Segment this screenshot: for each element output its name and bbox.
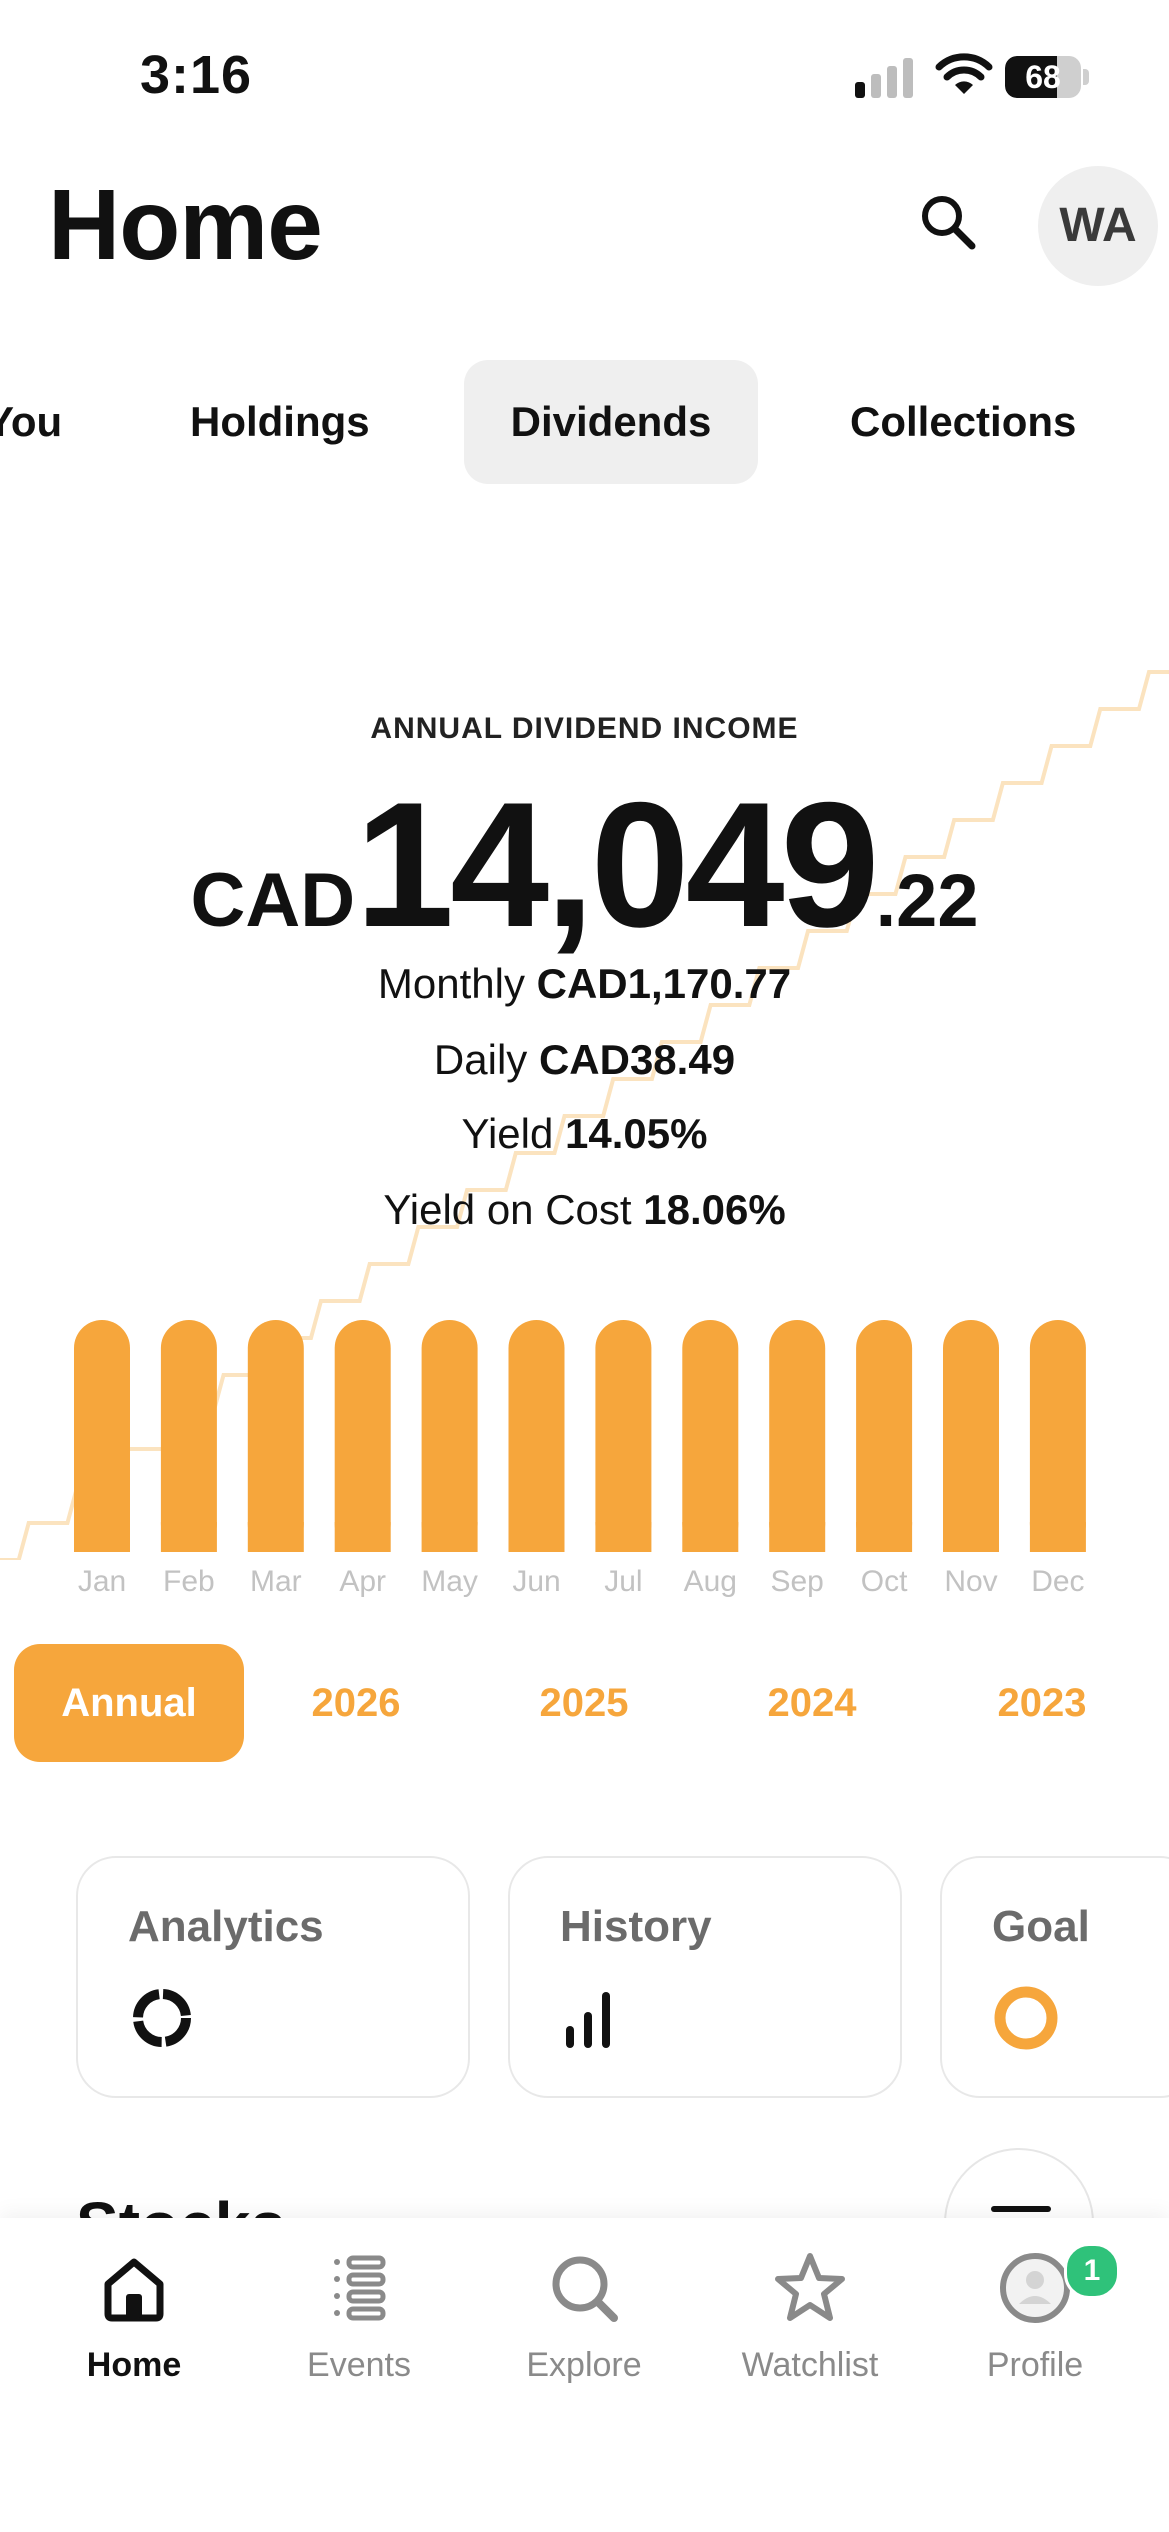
goal-card[interactable]: Goal [940, 1856, 1169, 2098]
yoc-label: Yield on Cost [383, 1186, 632, 1233]
bar-base [856, 1522, 913, 1552]
card-title: Analytics [128, 1902, 324, 1951]
nav-label: Events [307, 2346, 411, 2384]
notification-badge: 1 [1064, 2243, 1120, 2299]
bar-base [508, 1522, 565, 1552]
tab-holdings[interactable]: Holdings [190, 398, 370, 445]
history-card[interactable]: History [508, 1856, 902, 2098]
month-label-feb: Feb [163, 1565, 215, 1598]
bar-nov[interactable] [943, 1320, 999, 1552]
monthly-income: Monthly CAD1,170.77 [0, 960, 1169, 1008]
status-time: 3:16 [140, 45, 253, 105]
bar-base [1029, 1522, 1086, 1552]
bar-base [334, 1522, 391, 1552]
month-label-may: May [421, 1565, 478, 1598]
analytics-card[interactable]: Analytics [76, 1856, 470, 2098]
bar-mar[interactable] [247, 1320, 304, 1552]
nav-explore[interactable]: Explore [494, 2248, 674, 2408]
annual-income-amount: CAD14,049.22 [0, 776, 1169, 954]
battery-level: 68 [1025, 59, 1061, 95]
bar-jan[interactable] [74, 1320, 130, 1552]
bar-aug[interactable] [682, 1320, 739, 1552]
month-label-jun: Jun [512, 1565, 561, 1598]
home-icon [104, 2258, 164, 2322]
month-label-sep: Sep [770, 1565, 824, 1598]
bar-sep[interactable] [769, 1320, 826, 1552]
nav-label: Home [86, 2346, 182, 2384]
bar-base [595, 1522, 652, 1552]
nav-home[interactable]: Home [44, 2248, 224, 2408]
filter-2024[interactable]: 2024 [767, 1681, 857, 1725]
bar-base [682, 1522, 739, 1552]
bar-oct[interactable] [856, 1320, 913, 1552]
card-title: Goal [992, 1902, 1090, 1951]
month-label-oct: Oct [860, 1565, 908, 1598]
month-label-apr: Apr [339, 1565, 387, 1598]
nav-watchlist[interactable]: Watchlist [720, 2248, 900, 2408]
annual-income-caption: ANNUAL DIVIDEND INCOME [370, 712, 799, 745]
bar-base [943, 1522, 999, 1552]
bar-dec[interactable] [1029, 1320, 1086, 1552]
profile-icon [1000, 2253, 1070, 2323]
battery-indicator: 68 [1005, 56, 1089, 98]
bar-chart-icon [566, 1992, 610, 2048]
monthly-value: CAD1,170.77 [536, 960, 792, 1007]
daily-label: Daily [433, 1036, 528, 1083]
filter-2026[interactable]: 2026 [311, 1681, 401, 1725]
explore-icon [552, 2256, 618, 2322]
page-title: Home [48, 169, 323, 281]
bar-base [421, 1522, 478, 1552]
wifi-icon [935, 53, 993, 94]
card-title: History [560, 1902, 712, 1951]
filter-2025[interactable]: 2025 [539, 1681, 629, 1725]
bar-jul[interactable] [595, 1320, 652, 1552]
yield-label: Yield [461, 1110, 554, 1157]
tab-dividends[interactable]: Dividends [464, 360, 758, 484]
bar-feb[interactable] [160, 1320, 217, 1552]
cellular-signal-icon [855, 58, 913, 98]
tab-you[interactable]: You [0, 398, 63, 445]
tab-collections[interactable]: Collections [850, 398, 1077, 445]
monthly-label: Monthly [377, 960, 525, 1007]
month-label-aug: Aug [683, 1565, 737, 1598]
donut-icon [133, 1989, 191, 2047]
daily-value: CAD38.49 [538, 1036, 736, 1083]
month-label-nov: Nov [944, 1565, 998, 1598]
yoc-value: 18.06% [643, 1186, 786, 1233]
bar-base [160, 1522, 217, 1552]
month-label-jul: Jul [604, 1565, 643, 1598]
bar-base [74, 1522, 130, 1552]
bar-jun[interactable] [508, 1320, 565, 1552]
monthly-dividend-bars [74, 1320, 1086, 1552]
month-label-dec: Dec [1031, 1565, 1085, 1598]
yield: Yield 14.05% [0, 1110, 1169, 1158]
nav-profile[interactable]: Profile [945, 2248, 1125, 2408]
month-label-jan: Jan [77, 1565, 127, 1598]
amount-cents: .22 [875, 859, 979, 942]
ring-icon [994, 1986, 1058, 2050]
month-label-mar: Mar [249, 1565, 302, 1598]
nav-events[interactable]: Events [269, 2248, 449, 2408]
filter-annual[interactable]: Annual [14, 1644, 244, 1762]
bar-base [769, 1522, 826, 1552]
amount-currency: CAD [190, 858, 356, 943]
bar-apr[interactable] [334, 1320, 391, 1552]
bar-base [247, 1522, 304, 1552]
filter-2023[interactable]: 2023 [997, 1681, 1087, 1725]
events-icon [334, 2255, 386, 2321]
nav-label: Profile [986, 2346, 1084, 2384]
nav-label: Watchlist [741, 2346, 879, 2384]
daily-income: Daily CAD38.49 [0, 1036, 1169, 1084]
nav-label: Explore [526, 2346, 642, 2384]
star-icon [775, 2253, 845, 2321]
avatar[interactable]: WA [1038, 166, 1158, 286]
yield-on-cost: Yield on Cost 18.06% [0, 1186, 1169, 1234]
menu-lines-icon [991, 2206, 1051, 2212]
bottom-navigation [0, 2218, 1169, 2532]
search-icon[interactable] [918, 192, 978, 252]
yield-value: 14.05% [565, 1110, 708, 1157]
bar-may[interactable] [421, 1320, 478, 1552]
amount-whole: 14,049 [355, 765, 879, 964]
